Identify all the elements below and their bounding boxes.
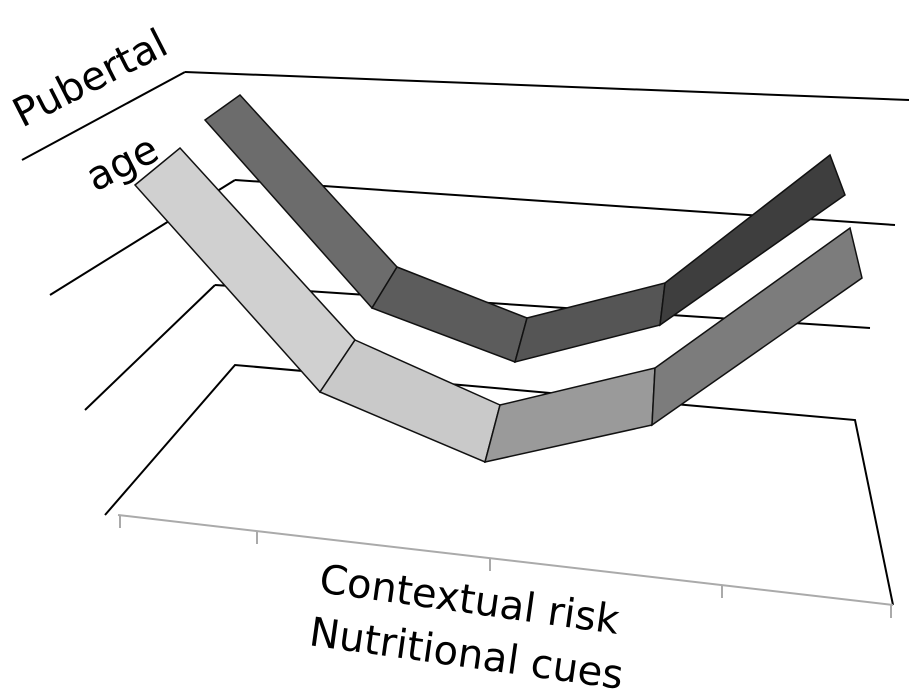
ribbon-segment [370,266,528,363]
ribbon-segment [513,282,666,364]
axis-ticks [119,515,892,618]
x-axis [117,514,894,606]
ribbon-segment [318,339,501,464]
ribbon-segment [483,367,656,463]
ribbon-segment [651,226,863,427]
floor [104,363,894,618]
floor-edge [104,363,894,606]
wall-edge [184,71,909,101]
wall-edge [21,71,186,161]
ribbon-segment [659,153,846,327]
grid-line [84,284,216,411]
depth-label: Pubertal [6,20,175,137]
light-ribbon [133,146,863,464]
dark-ribbon [203,94,846,364]
